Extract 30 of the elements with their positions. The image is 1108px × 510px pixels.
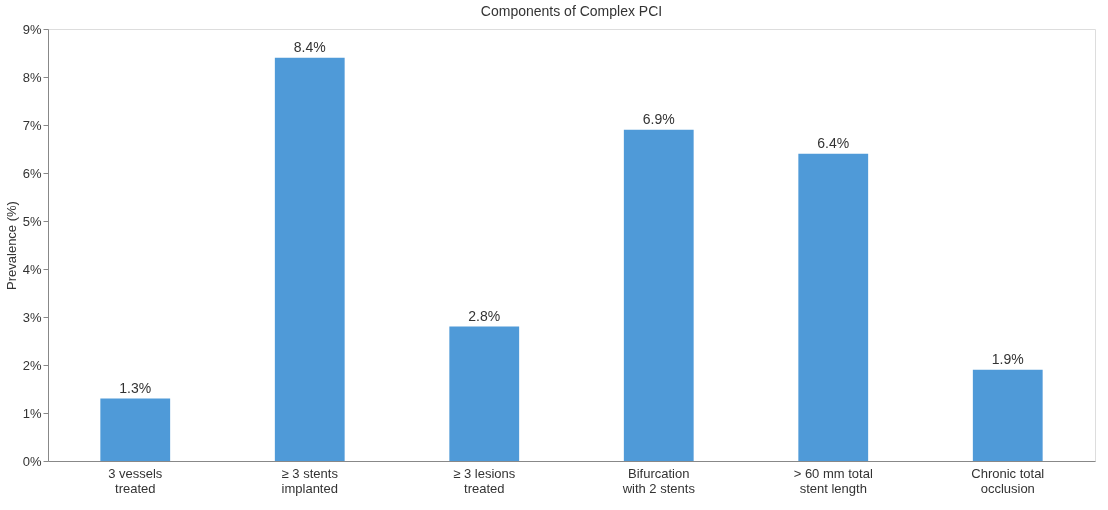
x-tick-label: 3 vessels treated [108,465,163,496]
x-tick-label: > 60 mm total stent length [793,465,873,496]
bar [623,129,694,461]
x-tick-label: Chronic total occlusion [971,465,1045,496]
y-axis-title: Prevalence (%) [3,201,19,290]
y-tick-label: 6% [22,165,42,181]
x-tick-label: ≥ 3 stents implanted [281,465,339,496]
y-tick-label: 3% [22,309,42,325]
data-label: 6.9% [642,110,675,127]
y-tick-label: 7% [22,117,42,133]
y-tick-label: 4% [22,261,42,277]
bar [972,369,1043,461]
x-tick-label: ≥ 3 lesions treated [453,465,516,496]
y-tick-label: 2% [22,357,42,373]
y-tick-label: 9% [22,21,42,37]
chart-title: Components of Complex PCI [480,3,663,19]
y-tick-label: 0% [22,453,42,469]
data-label: 2.8% [468,307,501,324]
bar [274,57,345,461]
data-label: 1.3% [119,379,152,396]
bar [449,326,520,461]
bar [798,153,869,461]
y-tick-label: 5% [22,213,42,229]
data-label: 8.4% [293,38,326,55]
x-tick-label: Bifurcation with 2 stents [621,465,696,496]
y-tick-label: 8% [22,69,42,85]
data-label: 6.4% [817,134,850,151]
data-label: 1.9% [991,350,1024,367]
y-tick-label: 1% [22,405,42,421]
bar [100,398,171,461]
